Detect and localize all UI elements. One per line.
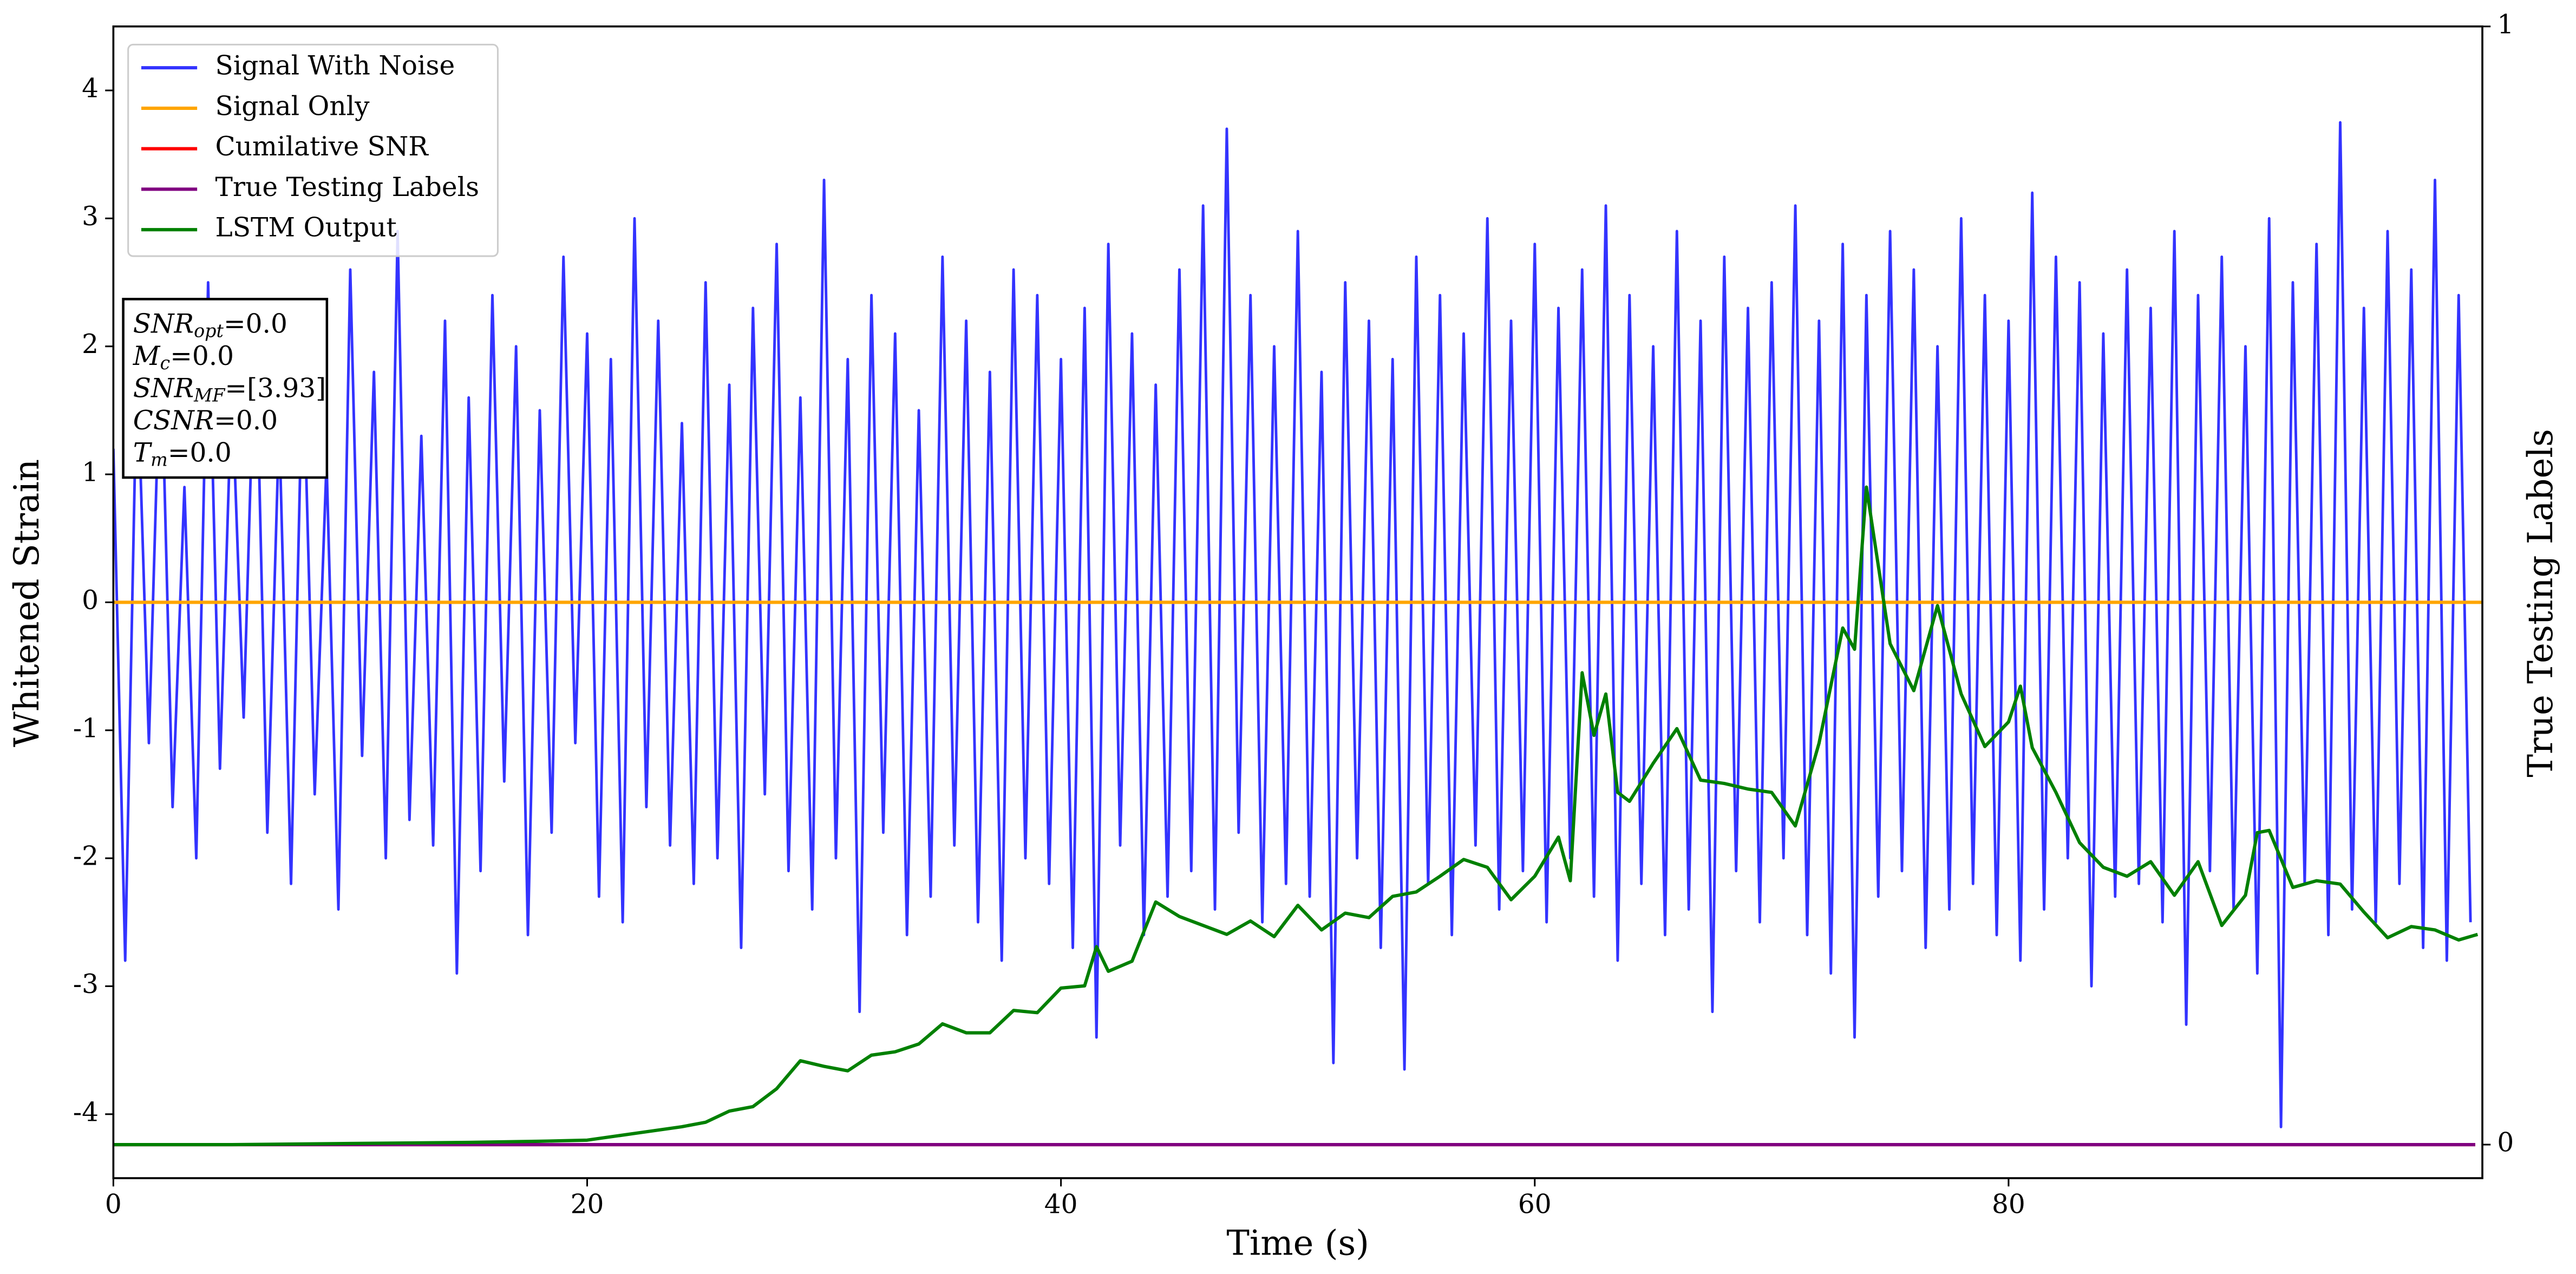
x-tick-label: 40 bbox=[1044, 1189, 1078, 1219]
x-tick-label: 60 bbox=[1518, 1189, 1552, 1219]
series-line bbox=[113, 485, 2479, 1147]
legend-label: LSTM Output bbox=[215, 213, 397, 243]
y-tick-label: 3 bbox=[82, 201, 99, 232]
y-tick-label: 1 bbox=[82, 457, 99, 487]
annotation-value: =[3.93] bbox=[225, 373, 326, 403]
y-tick-label: -3 bbox=[73, 969, 99, 999]
annotation-symbol: M bbox=[133, 341, 161, 371]
annotation-value: =0.0 bbox=[168, 437, 232, 468]
y2-axis-label: True Testing Labels bbox=[2521, 429, 2561, 777]
legend-label: Signal With Noise bbox=[215, 51, 455, 81]
x-tick-label: 80 bbox=[1992, 1189, 2025, 1219]
annotation-symbol: CSNR bbox=[133, 405, 214, 435]
y-tick-label: -2 bbox=[73, 841, 99, 872]
annotation-box bbox=[122, 298, 329, 479]
annotation-value: =0.0 bbox=[224, 309, 287, 339]
annotation: Mc=0.0 bbox=[133, 341, 234, 374]
legend-label: True Testing Labels bbox=[215, 172, 480, 202]
x-axis-label: Time (s) bbox=[1226, 1223, 1369, 1263]
y-tick-label: 0 bbox=[82, 585, 99, 616]
annotation-value: =0.0 bbox=[214, 405, 278, 435]
annotation-symbol: SNR bbox=[133, 373, 194, 403]
series-line bbox=[113, 121, 2472, 1128]
annotation-symbol: T bbox=[133, 437, 153, 468]
annotation-subscript: m bbox=[151, 449, 168, 470]
annotation-subscript: opt bbox=[194, 320, 224, 341]
y2-tick-label: 0 bbox=[2497, 1127, 2514, 1158]
annotation-value: =0.0 bbox=[170, 341, 234, 371]
y-tick-label: -1 bbox=[73, 713, 99, 743]
annotation: SNRMF=[3.93] bbox=[133, 373, 326, 406]
y-tick-label: -4 bbox=[73, 1097, 99, 1127]
annotation: Tm=0.0 bbox=[133, 437, 232, 471]
legend-label: Cumilative SNR bbox=[215, 132, 429, 162]
legend-box bbox=[127, 43, 499, 257]
annotation-subscript: MF bbox=[193, 384, 226, 406]
plot-frame bbox=[112, 25, 2483, 1179]
legend-label: Signal Only bbox=[215, 91, 370, 121]
annotation-subscript: c bbox=[160, 352, 171, 374]
annotation: SNRopt=0.0 bbox=[133, 309, 287, 342]
y2-tick-label: 1 bbox=[2497, 9, 2514, 40]
annotation-symbol: SNR bbox=[133, 309, 194, 339]
x-tick-label: 20 bbox=[571, 1189, 604, 1219]
y-tick-label: 2 bbox=[82, 329, 99, 360]
y-tick-label: 4 bbox=[82, 73, 99, 103]
annotation: CSNR=0.0 bbox=[133, 405, 278, 435]
y-axis-label: Whitened Strain bbox=[7, 459, 47, 747]
x-tick-label: 0 bbox=[105, 1189, 122, 1219]
